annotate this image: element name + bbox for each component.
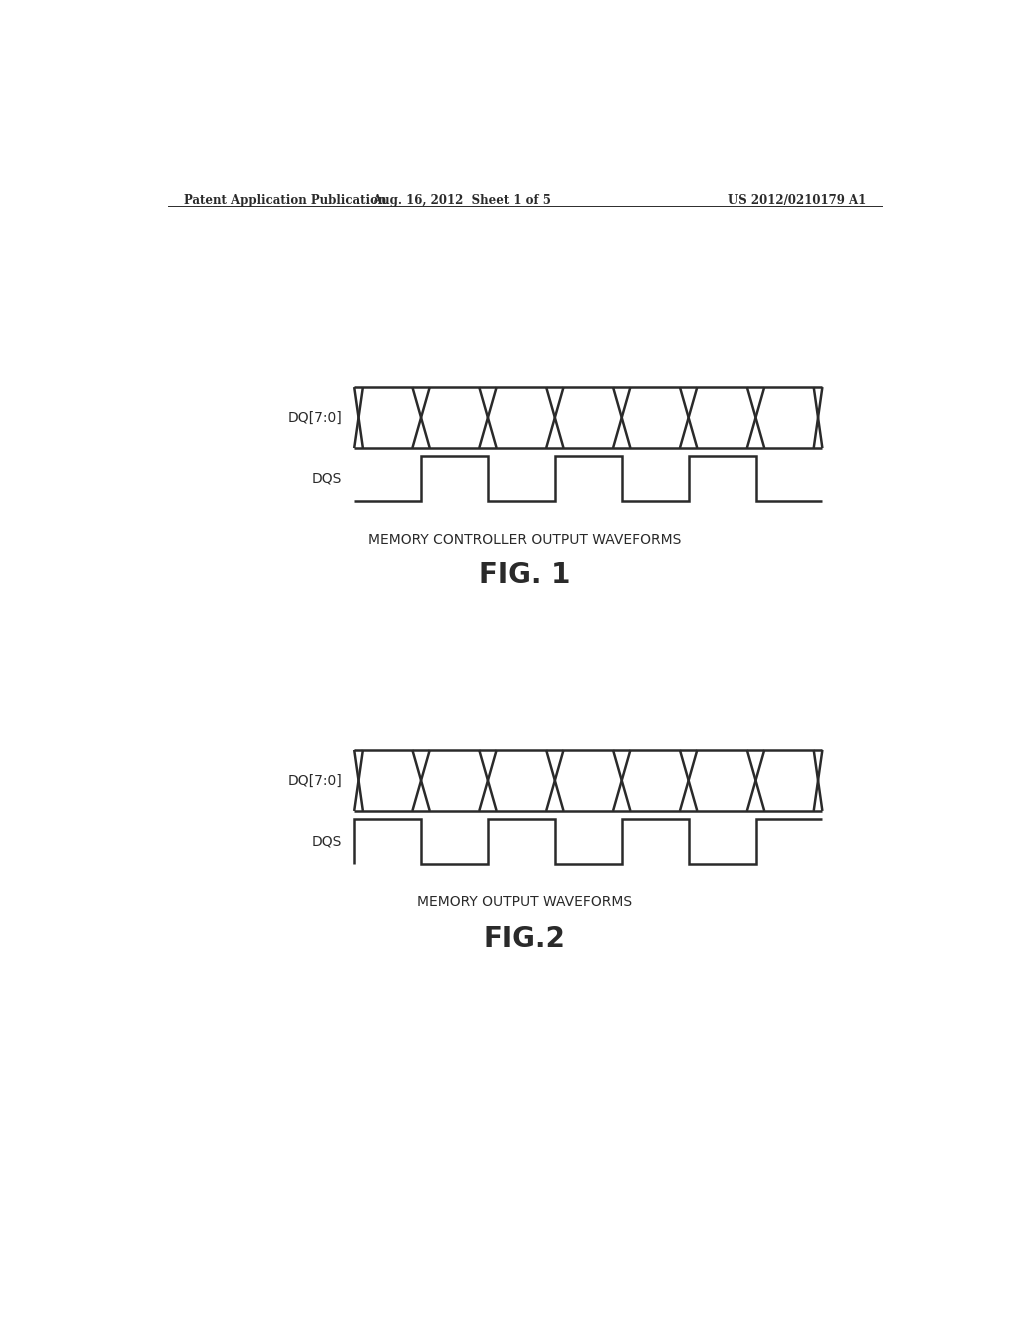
Text: DQ[7:0]: DQ[7:0] — [288, 411, 342, 425]
Text: MEMORY CONTROLLER OUTPUT WAVEFORMS: MEMORY CONTROLLER OUTPUT WAVEFORMS — [368, 532, 682, 546]
Text: MEMORY OUTPUT WAVEFORMS: MEMORY OUTPUT WAVEFORMS — [417, 895, 633, 909]
Text: FIG. 1: FIG. 1 — [479, 561, 570, 589]
Text: DQS: DQS — [312, 834, 342, 849]
Text: Aug. 16, 2012  Sheet 1 of 5: Aug. 16, 2012 Sheet 1 of 5 — [372, 194, 551, 207]
Text: DQS: DQS — [312, 471, 342, 486]
Text: DQ[7:0]: DQ[7:0] — [288, 774, 342, 788]
Text: Patent Application Publication: Patent Application Publication — [183, 194, 386, 207]
Text: FIG.2: FIG.2 — [484, 925, 565, 953]
Text: US 2012/0210179 A1: US 2012/0210179 A1 — [728, 194, 866, 207]
